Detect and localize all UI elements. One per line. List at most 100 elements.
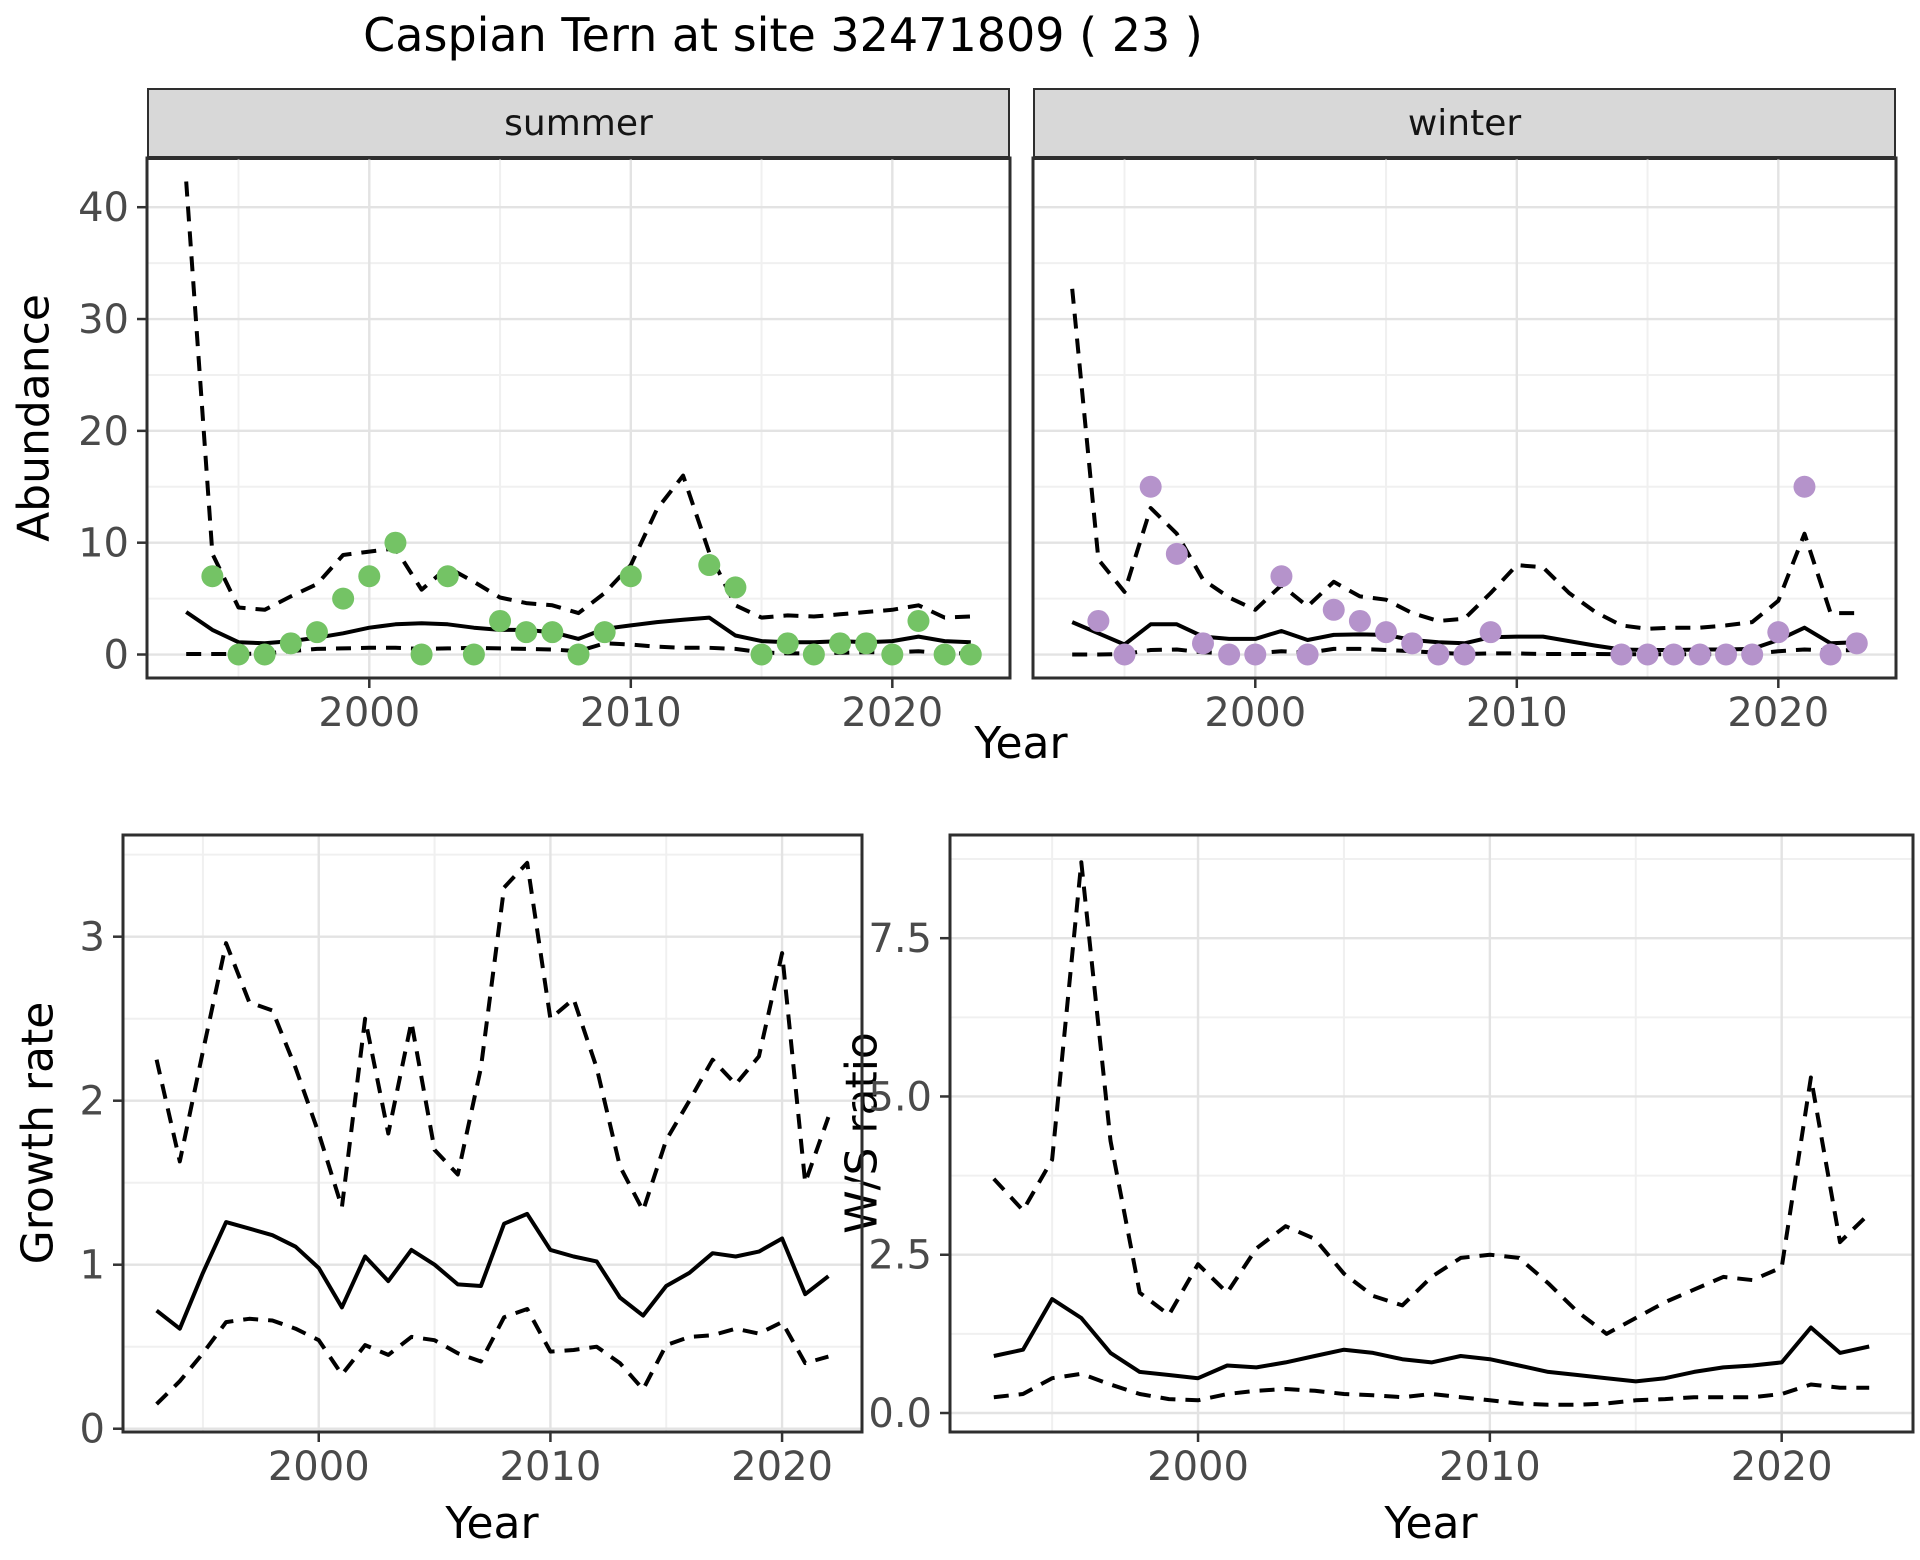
facet-strip-winter-label: winter [1407, 102, 1522, 144]
x-tick-label: 2020 [841, 690, 943, 736]
data-point [1715, 643, 1738, 666]
series-median [185, 610, 971, 646]
x-tick-label: 2000 [268, 1444, 370, 1490]
series-lower_ci [155, 1307, 829, 1406]
series-upper_ci [154, 860, 831, 1213]
top-x-axis-title: Year [974, 718, 1068, 769]
x-tick-label: 2020 [1727, 690, 1829, 736]
data-point [462, 643, 485, 666]
data-point [959, 643, 982, 666]
data-point [1793, 475, 1816, 498]
x-tick-label: 2000 [1147, 1444, 1249, 1490]
data-point [724, 576, 747, 599]
data-point [1348, 609, 1371, 632]
series-upper_ci [992, 860, 1871, 1336]
data-point [489, 609, 512, 632]
y-tick-label: 0 [80, 1407, 105, 1453]
y-tick-label: 0 [104, 633, 129, 679]
data-point [436, 565, 459, 588]
data-point [881, 643, 904, 666]
data-point [1688, 643, 1711, 666]
data-point [253, 643, 276, 666]
x-tick-label: 2000 [318, 690, 420, 736]
facet-strip-winter: winter [1033, 88, 1896, 160]
facet-strip-summer-label: summer [504, 102, 653, 144]
data-point [829, 632, 852, 655]
data-point [384, 531, 407, 554]
x-tick-label: 2020 [731, 1444, 833, 1490]
data-point [1322, 598, 1345, 621]
growth-rate-y-axis-title: Growth rate [12, 1001, 64, 1265]
y-tick-label: 5.0 [868, 1074, 932, 1120]
data-point [541, 621, 564, 644]
x-tick-label: 2010 [1439, 1444, 1541, 1490]
x-tick-label: 2010 [500, 1444, 602, 1490]
y-tick-label: 10 [78, 521, 129, 567]
ws-ratio-x-axis-title: Year [1384, 1498, 1478, 1549]
data-point [1113, 643, 1136, 666]
growth-rate-x-axis-title: Year [445, 1498, 539, 1549]
data-point [1453, 643, 1476, 666]
data-point [802, 643, 825, 666]
data-point [1479, 621, 1502, 644]
y-tick-label: 20 [78, 409, 129, 455]
data-point [1741, 643, 1764, 666]
data-point [1244, 643, 1267, 666]
x-tick-label: 2020 [1731, 1444, 1833, 1490]
data-point [332, 587, 355, 610]
data-point [1218, 643, 1241, 666]
data-point [1427, 643, 1450, 666]
data-point [567, 643, 590, 666]
data-point [227, 643, 250, 666]
series-upper_ci [1070, 288, 1857, 631]
y-tick-label: 40 [78, 185, 129, 231]
y-tick-label: 3 [80, 915, 105, 961]
data-point [1636, 643, 1659, 666]
data-point [1767, 621, 1790, 644]
data-point [907, 609, 930, 632]
panel-border [145, 156, 1012, 680]
x-tick-label: 2010 [1466, 690, 1568, 736]
series-upper_ci [184, 181, 971, 620]
data-point [750, 643, 773, 666]
data-point [1165, 542, 1188, 565]
data-point [1375, 621, 1398, 644]
panel-border [121, 833, 864, 1434]
winter-abundance-panel: 2000 2010 2020 [1031, 156, 1898, 736]
facet-strip-summer: summer [147, 88, 1010, 160]
y-tick-label: 0.0 [868, 1391, 932, 1437]
abundance-y-axis-title: Abundance [8, 294, 60, 542]
y-tick-label: 2 [80, 1079, 105, 1125]
data-point [279, 632, 302, 655]
data-point [1139, 475, 1162, 498]
data-point [201, 565, 224, 588]
panel-border [1031, 156, 1898, 680]
data-point [515, 621, 538, 644]
data-point [305, 621, 328, 644]
panel-border [948, 833, 1915, 1434]
data-point [776, 632, 799, 655]
data-point [593, 621, 616, 644]
y-tick-label: 7.5 [868, 916, 932, 962]
series-median [993, 1297, 1870, 1384]
data-point [1401, 632, 1424, 655]
growth-rate-panel: 2000 2010 2020 0 1 2 3 [80, 833, 864, 1490]
data-point [1087, 609, 1110, 632]
series-lower_ci [993, 1371, 1870, 1407]
data-point [1610, 643, 1633, 666]
y-tick-label: 30 [78, 297, 129, 343]
chart-title: Caspian Tern at site 32471809 ( 23 ) [363, 8, 1203, 62]
data-point [410, 643, 433, 666]
data-point [933, 643, 956, 666]
data-point [1819, 643, 1842, 666]
data-point [1296, 643, 1319, 666]
data-point [358, 565, 381, 588]
y-tick-label: 2.5 [868, 1233, 932, 1279]
summer-abundance-panel: 2000 2010 2020 0 10 20 30 40 [78, 156, 1012, 736]
data-point [855, 632, 878, 655]
series-median [155, 1211, 830, 1331]
y-tick-label: 1 [80, 1243, 105, 1289]
data-point [698, 554, 721, 577]
x-tick-label: 2000 [1204, 690, 1306, 736]
data-point [619, 565, 642, 588]
